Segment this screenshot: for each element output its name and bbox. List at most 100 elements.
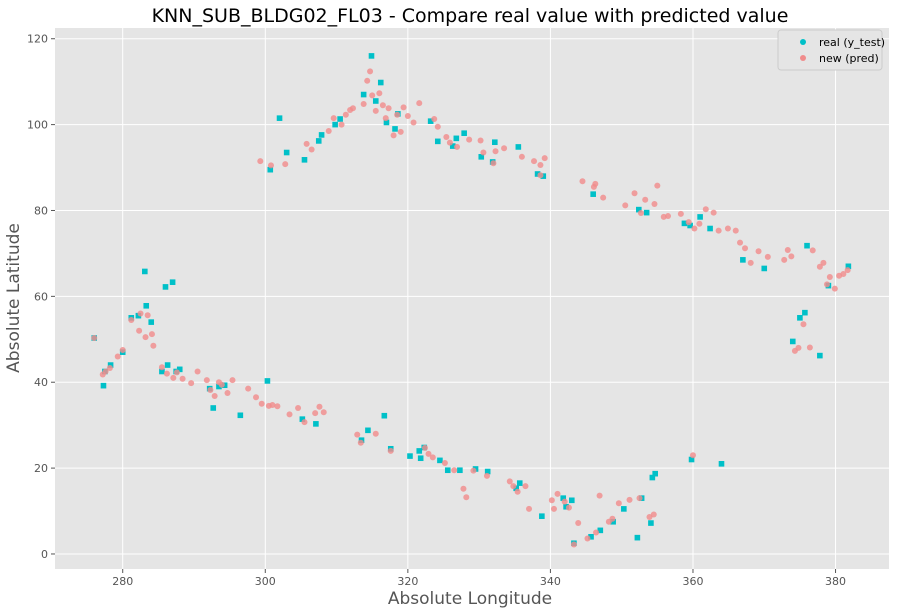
legend-label-pred: new (pred) [819,52,879,65]
pred-point [106,365,113,372]
pred-point [800,321,807,328]
pred-point [173,369,180,376]
real-point [142,268,148,275]
y-tick-label: 120 [27,33,48,46]
pred-point [550,505,557,512]
real-point [610,518,616,525]
real-point [597,527,604,534]
real-point [740,257,746,263]
pred-point [642,196,649,203]
pred-point [506,478,513,485]
pred-point [584,535,591,542]
real-point [434,138,441,145]
real-point [372,98,379,104]
pred-point [677,210,684,217]
pred-point [404,113,411,120]
pred-point [382,115,389,122]
pred-point [179,375,186,382]
real-point [392,126,398,132]
pred-point [501,145,508,152]
real-point [539,513,545,519]
pred-point [102,368,109,375]
real-point [381,412,388,419]
pred-point [742,245,749,252]
real-point [368,53,375,59]
pred-point [158,364,165,371]
pred-point [308,146,315,153]
real-point [107,362,114,368]
pred-point [732,227,739,234]
real-point [416,448,423,454]
pred-point [492,148,499,155]
real-point [267,166,274,173]
real-point [492,139,498,146]
series-pred [91,68,851,548]
legend-label-real: real (y_test) [819,36,885,49]
real-point [484,468,491,475]
pred-point [747,259,754,266]
real-point [718,461,725,467]
pred-point [357,439,364,446]
pred-point [170,374,177,381]
pred-point [816,263,823,270]
pred-point [303,140,310,147]
pred-point [136,327,143,334]
x-tick-label: 280 [112,575,133,588]
pred-point [194,368,201,375]
real-point [365,427,371,434]
pred-point [434,123,441,130]
pred-point [421,444,428,451]
real-point [560,495,567,501]
pred-point [637,210,644,217]
real-point [461,130,467,136]
real-point [534,171,541,177]
real-point [804,242,810,249]
real-point [299,416,306,422]
pred-point [483,472,490,479]
pred-point [114,353,121,360]
pred-point [755,248,762,255]
pred-point [312,410,319,417]
real-point [817,352,823,359]
tick-labels: 280 300 320 340 360 380 0 20 40 60 80 100 120 [27,33,846,588]
pred-point [631,190,638,197]
real-point [515,144,522,150]
pred-point [715,227,722,234]
pred-point [150,342,157,349]
real-point [301,157,308,163]
real-point [789,338,796,345]
pred-point [654,182,661,189]
real-point [802,309,808,316]
real-point [407,453,413,459]
real-point [634,534,641,541]
pred-point [702,206,709,213]
pred-point [431,116,438,123]
pred-point [522,483,529,490]
y-tick-label: 40 [34,376,48,389]
pred-point [342,111,349,118]
pred-point [137,310,144,317]
pred-point [689,452,696,459]
pred-point [188,380,195,387]
real-point [621,506,627,512]
pred-point [650,511,657,518]
real-point [383,119,390,126]
pred-point [349,105,356,112]
pred-point [218,381,225,388]
pred-point [809,247,816,254]
pred-point [91,335,98,342]
pred-point [369,92,376,99]
pred-point [526,505,533,512]
real-point [453,135,460,142]
pred-point [397,128,404,135]
pred-point [826,274,833,281]
pred-point [282,161,289,168]
pred-point [257,158,264,165]
pred-point [615,500,622,507]
pred-point [330,115,337,122]
real-point [652,470,658,477]
pred-point [211,392,218,399]
real-point [437,457,443,464]
pred-point [376,90,383,97]
pred-point [441,459,448,466]
